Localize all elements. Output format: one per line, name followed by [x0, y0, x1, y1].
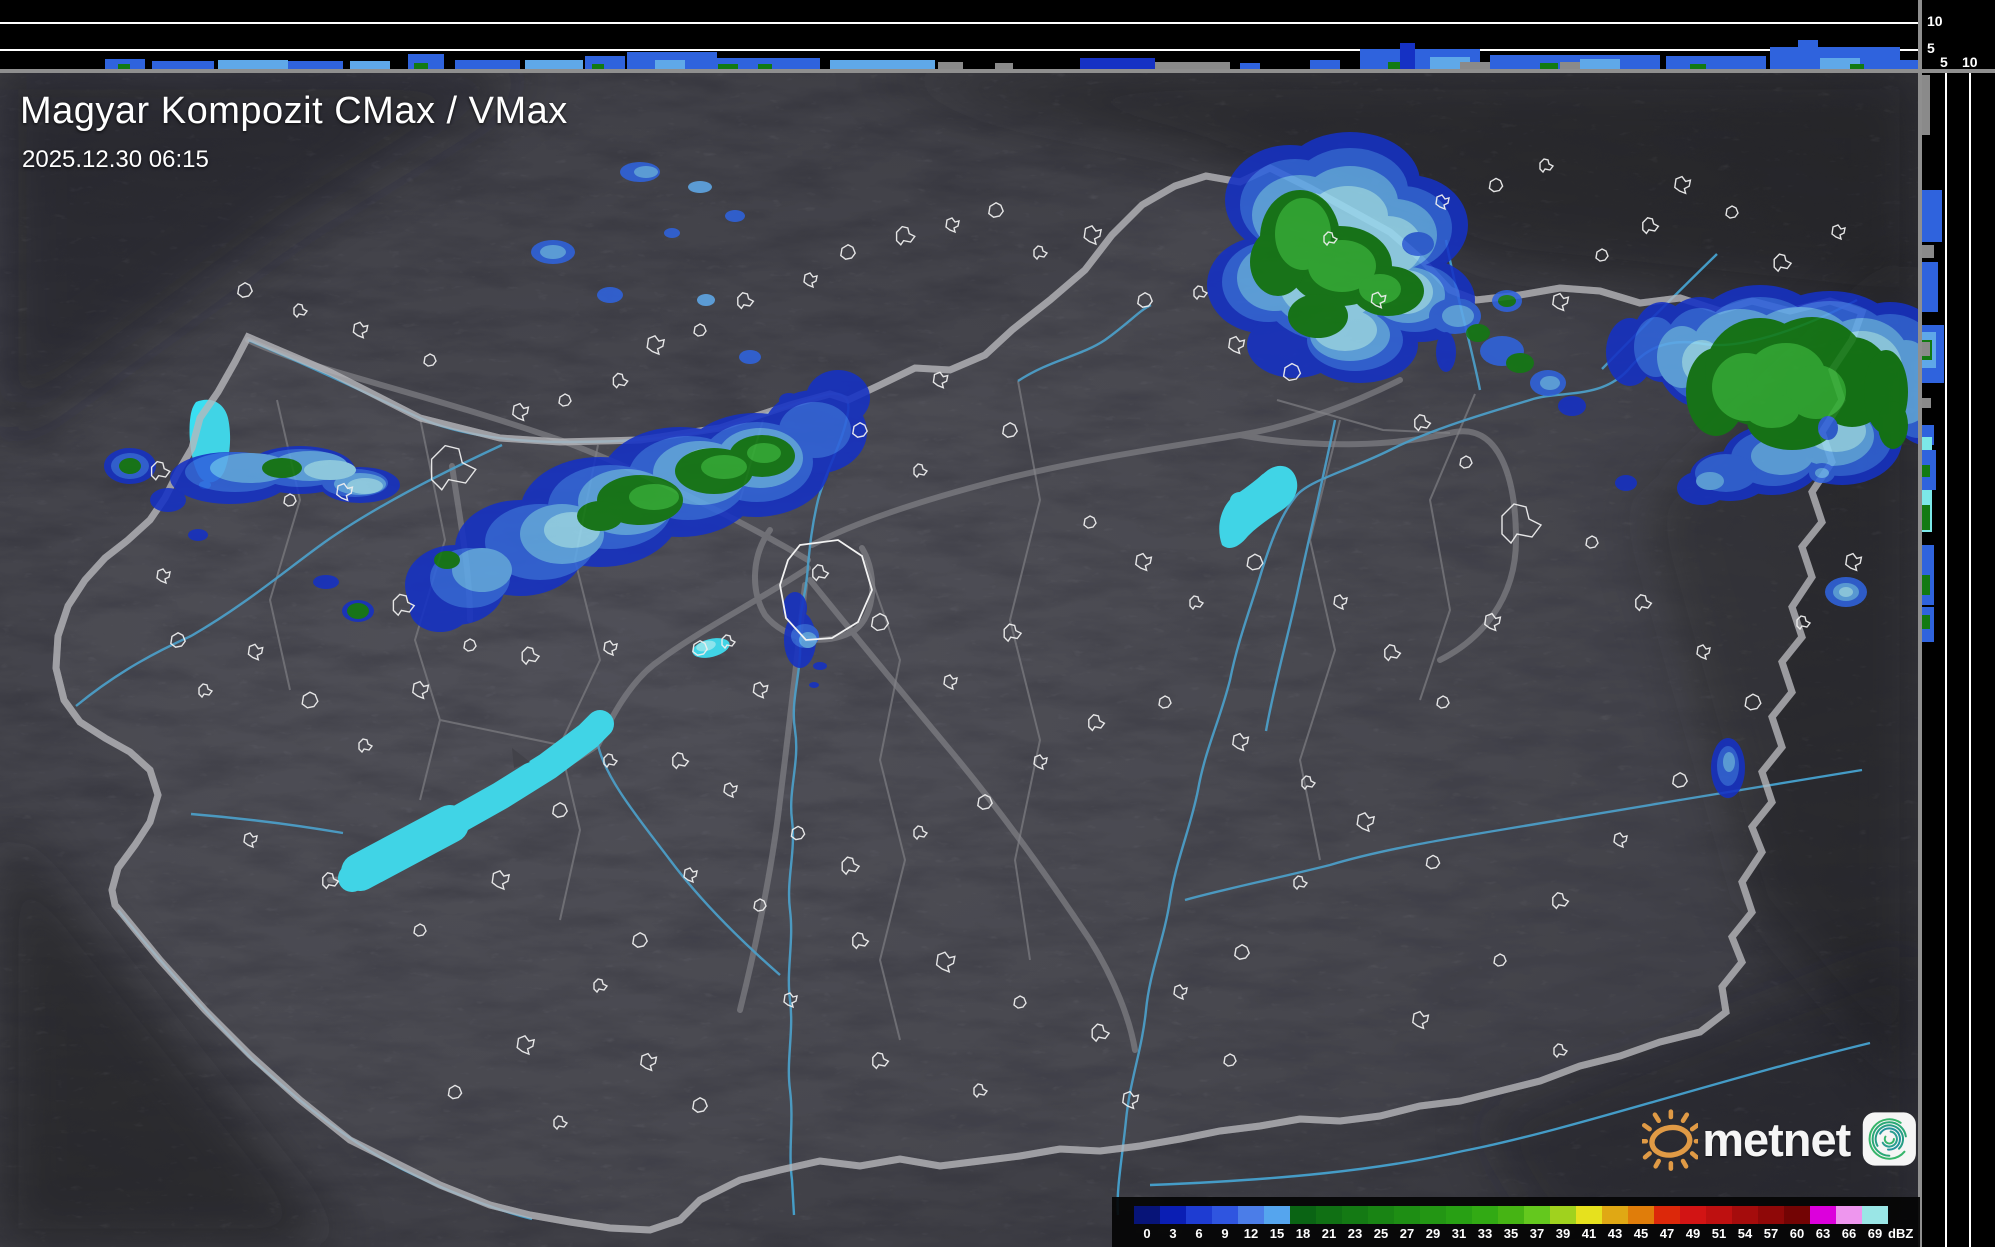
colorbar-cell: [1706, 1206, 1732, 1224]
right-scale-5km-label: 5: [1940, 54, 1948, 70]
colorbar-cell: [1862, 1206, 1888, 1224]
colorbar-tick-label: 6: [1195, 1225, 1203, 1241]
colorbar-tick-label: 69: [1867, 1225, 1883, 1241]
colorbar-tick-label: 0: [1143, 1225, 1151, 1241]
top-scale-10km-label: 10: [1927, 13, 1943, 29]
colorbar-cell: [1732, 1206, 1758, 1224]
colorbar-cell: [1680, 1206, 1706, 1224]
precipitation-echoes: [104, 132, 1918, 798]
top-scale-5km-label: 5: [1927, 40, 1935, 56]
colorbar-tick-label: 57: [1763, 1225, 1779, 1241]
colorbar-cell: [1290, 1206, 1316, 1224]
colorbar-cell: [1394, 1206, 1420, 1224]
colorbar-cell: [1342, 1206, 1368, 1224]
colorbar-cell: [1550, 1206, 1576, 1224]
colorbar-cell: [1316, 1206, 1342, 1224]
colorbar-tick-label: 45: [1633, 1225, 1649, 1241]
colorbar-cell: [1810, 1206, 1836, 1224]
colorbar-tick-label: 25: [1373, 1225, 1389, 1241]
colorbar-cell: [1212, 1206, 1238, 1224]
colorbar-cell: [1602, 1206, 1628, 1224]
colorbar-tick-label: 21: [1321, 1225, 1337, 1241]
colorbar-tick-label: 3: [1169, 1225, 1177, 1241]
colorbar-tick-label: 33: [1477, 1225, 1493, 1241]
colorbar-cell: [1836, 1206, 1862, 1224]
colorbar-tick-label: 66: [1841, 1225, 1857, 1241]
colorbar-labels: 0 3 6 9 12 15 18 21 23 25 27 29 31 33 35 37 39 41 43 45 47 49…: [1134, 1224, 1922, 1242]
colorbar-tick-label: 18: [1295, 1225, 1311, 1241]
metnet-logo: metnet: [1642, 1096, 1917, 1182]
colorbar-tick-label: 41: [1581, 1225, 1597, 1241]
colorbar-tick-label: 39: [1555, 1225, 1571, 1241]
right-profile-echoes: [1922, 75, 1944, 642]
colorbar-tick-label: 29: [1425, 1225, 1441, 1241]
colorbar-cell: [1628, 1206, 1654, 1224]
colorbar-tick-label: 37: [1529, 1225, 1545, 1241]
colorbar-tick-label: 12: [1243, 1225, 1259, 1241]
colorbar-tick-label: 47: [1659, 1225, 1675, 1241]
timestamp: 2025.12.30 06:15: [22, 146, 209, 173]
map-area: [0, 71, 1918, 1247]
colorbar-cell: [1264, 1206, 1290, 1224]
colorbar-cell: [1654, 1206, 1680, 1224]
colorbar-cell: [1160, 1206, 1186, 1224]
horizontal-separator: [0, 69, 1995, 73]
sun-icon: [1642, 1109, 1699, 1171]
colorbar-cell: [1498, 1206, 1524, 1224]
colorbar-tick-label: 51: [1711, 1225, 1727, 1241]
colorbar-tick-label: 35: [1503, 1225, 1519, 1241]
colorbar-cell: [1758, 1206, 1784, 1224]
colorbar-unit-label: dBZ: [1888, 1225, 1914, 1241]
budapest-outline: [779, 539, 873, 641]
colorbar-cell: [1524, 1206, 1550, 1224]
colorbar-tick-label: 27: [1399, 1225, 1415, 1241]
colorbar-cell: [1186, 1206, 1212, 1224]
colorbar-cell: [1472, 1206, 1498, 1224]
colorbar-cell: [1446, 1206, 1472, 1224]
colorbar-cell: [1134, 1206, 1160, 1224]
colorbar-cell: [1238, 1206, 1264, 1224]
colorbar-tick-label: 54: [1737, 1225, 1753, 1241]
top-profile-echoes: [105, 40, 1918, 69]
right-profile-strip: [1918, 0, 1995, 1247]
right-scale-10km-label: 10: [1962, 54, 1978, 70]
colorbar-tick-label: 9: [1221, 1225, 1229, 1241]
colorbar-tick-label: 63: [1815, 1225, 1831, 1241]
page-title: Magyar Kompozit CMax / VMax: [20, 90, 568, 132]
colorbar-cell: [1784, 1206, 1810, 1224]
colorbar-tick-label: 31: [1451, 1225, 1467, 1241]
top-profile-strip: [0, 0, 1918, 69]
colorbar-tick-label: 23: [1347, 1225, 1363, 1241]
colorbar-cell: [1368, 1206, 1394, 1224]
colorbar-cells: [1134, 1206, 1888, 1224]
colorbar-tick-label: 15: [1269, 1225, 1285, 1241]
town-outlines: [150, 158, 1863, 1131]
colorbar-cell: [1576, 1206, 1602, 1224]
colorbar-tick-label: 43: [1607, 1225, 1623, 1241]
logo-text: metnet: [1702, 1112, 1851, 1166]
colorbar-tick-label: 60: [1789, 1225, 1805, 1241]
colorbar-cell: [1420, 1206, 1446, 1224]
vertical-separator: [1918, 0, 1922, 1247]
dbz-colorbar: 0 3 6 9 12 15 18 21 23 25 27 29 31 33 35 37 39 41 43 45 47 49…: [1112, 1197, 1920, 1247]
colorbar-tick-label: 49: [1685, 1225, 1701, 1241]
metnet-app-icon: [1863, 1112, 1917, 1166]
